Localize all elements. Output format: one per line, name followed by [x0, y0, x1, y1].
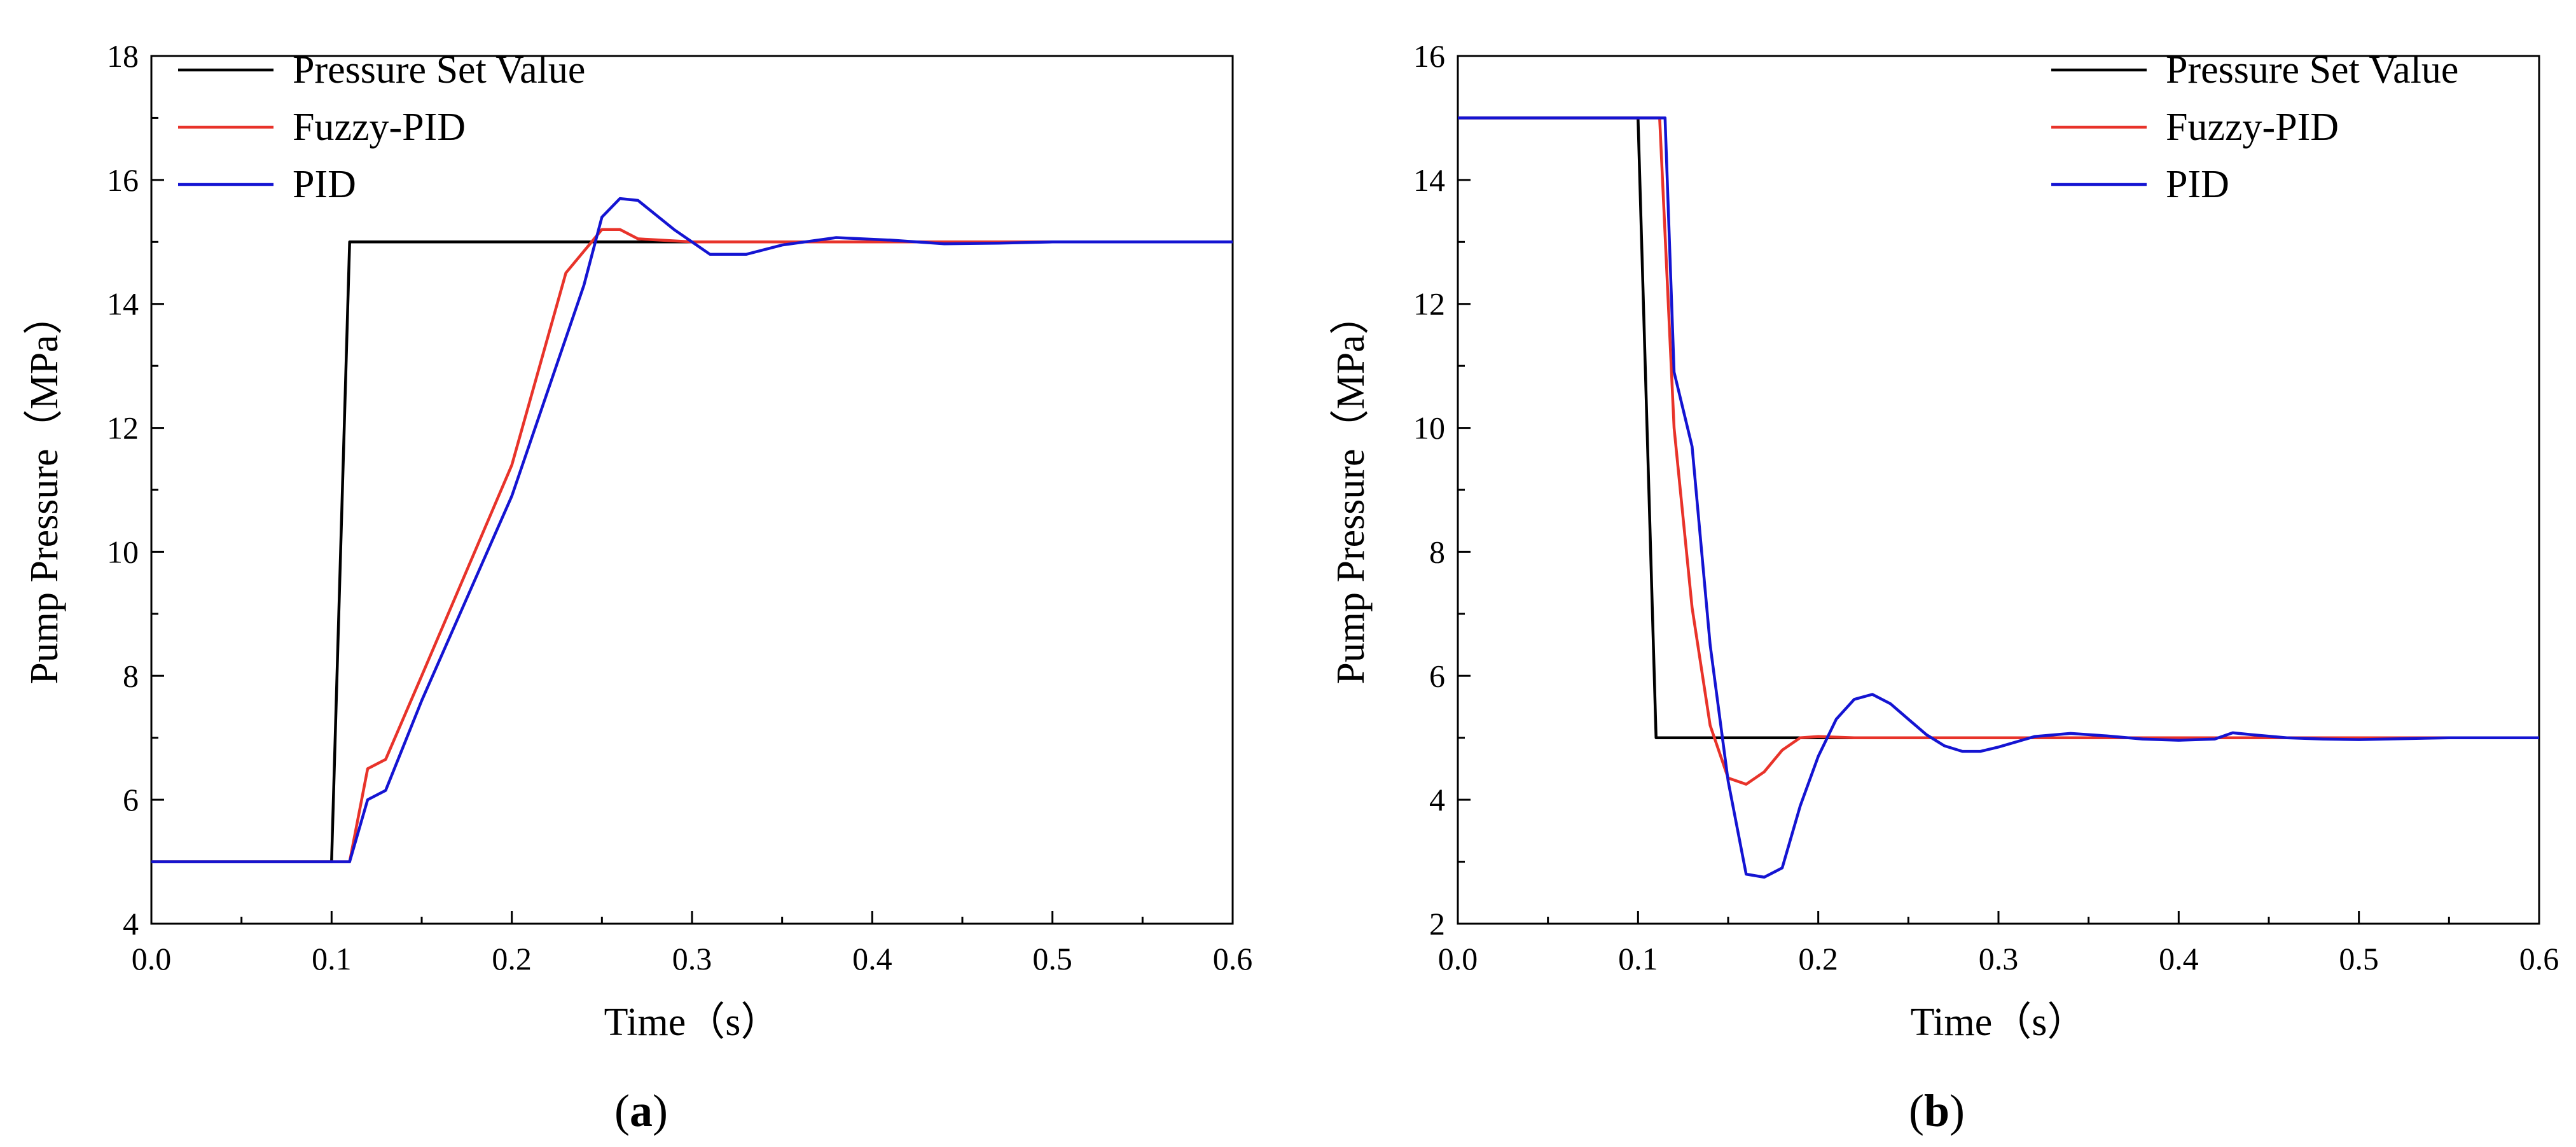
x-tick-label: 0.4 — [852, 941, 892, 977]
plot-frame — [1457, 55, 2540, 925]
series-line-fuzzy-pid — [1458, 116, 2539, 786]
x-tick-label: 0.2 — [492, 941, 532, 977]
series-line-fuzzy-pid — [151, 228, 1233, 863]
y-tick-label: 18 — [107, 38, 139, 74]
x-axis-label: Time（s） — [1911, 1001, 2087, 1044]
y-axis-label: Pump Pressure（MPa） — [1329, 295, 1373, 684]
legend-label: Fuzzy-PID — [293, 106, 466, 149]
legend-label: Fuzzy-PID — [2166, 106, 2339, 149]
panel-label-b: (b) — [1909, 1085, 1965, 1136]
x-tick-label: 0.0 — [132, 941, 172, 977]
x-tick-label: 0.6 — [1213, 941, 1253, 977]
y-tick-label: 6 — [1429, 658, 1445, 693]
y-tick-label: 2 — [1429, 906, 1445, 942]
x-tick-label: 0.3 — [672, 941, 712, 977]
y-tick-label: 8 — [123, 658, 139, 693]
y-axis-label: Pump Pressure（MPa） — [23, 295, 66, 684]
series-line-pid — [1458, 116, 2539, 879]
legend-label: PID — [293, 163, 356, 206]
x-tick-label: 0.5 — [2339, 941, 2379, 977]
x-tick-label: 0.5 — [1032, 941, 1072, 977]
chart-panel-b: 0.0 0.1 0.2 0.3 0.4 0.5 0.6 2 4 6 8 10 12 14 16 Time（s）… — [1329, 38, 2559, 1044]
series-line-pressure-set-value — [1458, 116, 2539, 739]
y-tick-label: 8 — [1429, 534, 1445, 569]
x-tick-label: 0.4 — [2159, 941, 2199, 977]
x-tick-label: 0.0 — [1438, 941, 1478, 977]
y-tick-label: 6 — [123, 782, 139, 817]
x-tick-label: 0.2 — [1798, 941, 1838, 977]
x-tick-label: 0.3 — [1979, 941, 2019, 977]
legend-label: Pressure Set Value — [2166, 48, 2458, 92]
y-tick-label: 16 — [107, 162, 139, 198]
y-tick-label: 10 — [1413, 410, 1445, 446]
x-tick-label: 0.1 — [312, 941, 352, 977]
y-tick-label: 10 — [107, 534, 139, 569]
x-tick-label: 0.1 — [1618, 941, 1658, 977]
chart-panel-a: 0.0 0.1 0.2 0.3 0.4 0.5 0.6 4 6 8 10 12 14 16 18 Time（s… — [23, 38, 1252, 1044]
legend-label: Pressure Set Value — [293, 48, 585, 92]
legend-label: PID — [2166, 163, 2229, 206]
y-tick-label: 4 — [1429, 782, 1445, 817]
y-tick-label: 4 — [123, 906, 139, 942]
y-tick-label: 14 — [1413, 162, 1445, 198]
series-line-pid — [151, 197, 1233, 863]
panel-label-a: (a) — [614, 1085, 668, 1136]
x-tick-label: 0.6 — [2519, 941, 2559, 977]
y-tick-label: 12 — [1413, 286, 1445, 322]
y-tick-label: 12 — [107, 410, 139, 446]
y-tick-label: 14 — [107, 286, 139, 322]
x-axis-label: Time（s） — [604, 1001, 780, 1044]
series-line-pressure-set-value — [151, 240, 1233, 863]
y-tick-label: 16 — [1413, 38, 1445, 74]
